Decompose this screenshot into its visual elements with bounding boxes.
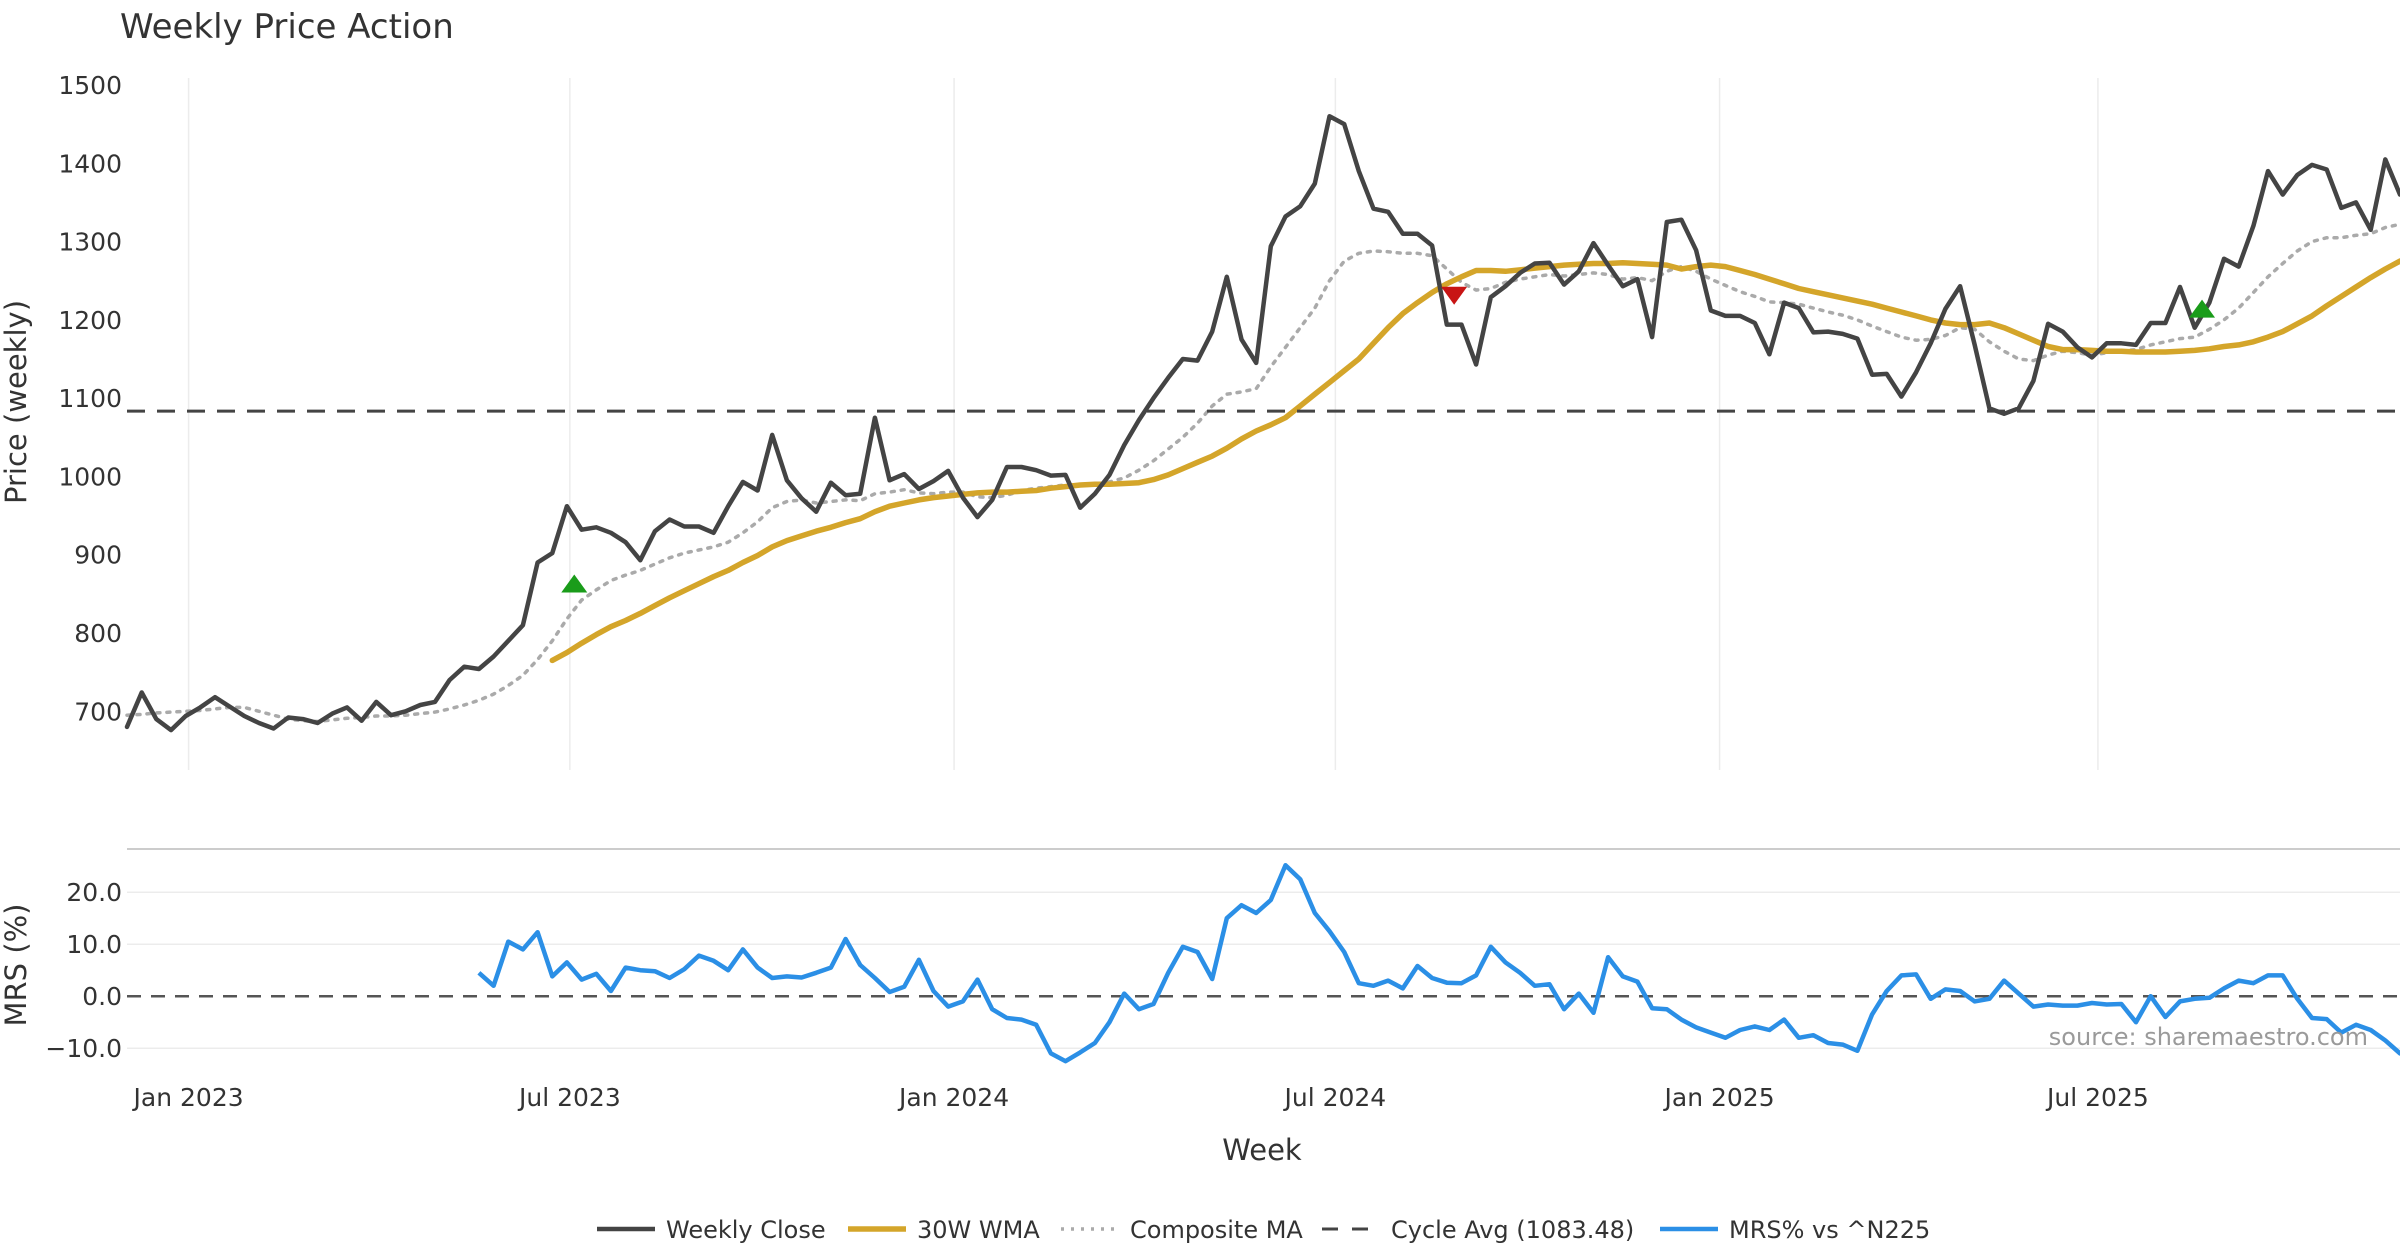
mrs-y-tick-label: −10.0	[45, 1034, 122, 1063]
legend-label: Composite MA	[1130, 1216, 1303, 1244]
legend-item-mrs-vs-n225: MRS% vs ^N225	[1660, 1216, 1930, 1244]
legend-item-composite-ma: Composite MA	[1061, 1216, 1303, 1244]
x-tick-label: Jan 2025	[1663, 1083, 1775, 1112]
price-y-tick-label: 1300	[58, 228, 122, 257]
price-y-tick-label: 1000	[58, 462, 122, 491]
legend-label: 30W WMA	[917, 1216, 1040, 1244]
mrs-series	[127, 862, 2400, 1064]
composite-ma-line	[125, 222, 2400, 724]
legend-label: MRS% vs ^N225	[1729, 1216, 1930, 1244]
price-y-axis-label: Price (weekly)	[0, 300, 33, 504]
legend-label: Weekly Close	[666, 1216, 826, 1244]
buy-signal-marker	[561, 574, 588, 593]
price-y-tick-label: 1400	[58, 149, 122, 178]
legend-item-cycle-avg-1083-48: Cycle Avg (1083.48)	[1322, 1216, 1634, 1244]
x-ticks: Jan 2023 Jul 2023 Jan 2024 Jul 2024 Jan 2025…	[132, 1083, 2149, 1112]
mrs-y-tick-label: 20.0	[66, 878, 122, 907]
legend-item-30w-wma: 30W WMA	[848, 1216, 1040, 1244]
signal-markers	[561, 286, 2216, 593]
x-tick-label: Jan 2024	[897, 1083, 1009, 1112]
chart-title: Weekly Price Action	[120, 7, 454, 47]
price-y-tick-label: 1200	[58, 306, 122, 335]
legend-label: Cycle Avg (1083.48)	[1391, 1216, 1634, 1244]
x-axis-label: Week	[1222, 1133, 1302, 1167]
weekly-close-line	[124, 114, 2400, 733]
price-y-tick-label: 1500	[58, 71, 122, 100]
mrs-y-tick-label: 10.0	[66, 930, 122, 959]
x-tick-label: Jul 2023	[517, 1083, 621, 1112]
mrs-y-axis-label: MRS (%)	[0, 904, 33, 1027]
legend: Weekly Close 30W WMA Composite MA Cycle Avg…	[597, 1216, 1930, 1244]
x-tick-label: Jul 2025	[2045, 1083, 2149, 1112]
price-y-tick-label: 900	[74, 541, 122, 570]
price-y-tick-label: 800	[74, 619, 122, 648]
x-tick-label: Jul 2024	[1282, 1083, 1386, 1112]
price-y-tick-label: 700	[74, 697, 122, 726]
price-series	[124, 114, 2400, 733]
buy-signal-marker	[2189, 299, 2216, 318]
source-label: source: sharemaestro.com	[2049, 1023, 2368, 1051]
sell-signal-marker	[1441, 286, 1468, 305]
price-y-ticks: 700 800 900 1000 1100 1200 1300 1400 1500	[58, 71, 122, 726]
legend-item-weekly-close: Weekly Close	[597, 1216, 826, 1244]
mrs-y-ticks: −10.0 0.0 10.0 20.0	[45, 878, 122, 1063]
price-grid	[187, 78, 2099, 770]
mrs-y-tick-label: 0.0	[82, 982, 122, 1011]
x-tick-label: Jan 2023	[132, 1083, 244, 1112]
price-y-tick-label: 1100	[58, 384, 122, 413]
mrs-line	[477, 862, 2400, 1064]
30w-wma-line	[549, 258, 2400, 664]
